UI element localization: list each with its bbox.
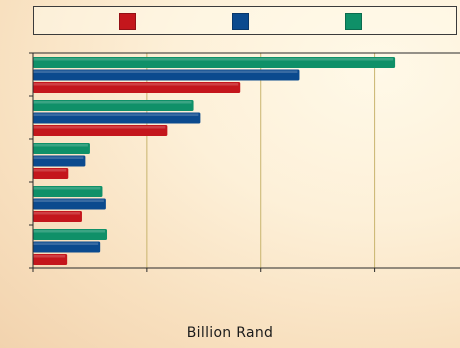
bar-highlight-series-1-category-2 — [33, 126, 166, 129]
legend-swatch-series-3 — [345, 13, 362, 30]
bar-highlight-series-2-category-3 — [33, 156, 84, 159]
bar-highlight-series-2-category-2 — [33, 113, 199, 116]
bar-series-3-category-4 — [33, 186, 103, 197]
bar-highlight-series-1-category-3 — [33, 169, 67, 172]
bar-highlight-series-1-category-4 — [33, 212, 80, 215]
bar-series-2-category-1 — [33, 69, 300, 81]
bar-highlight-series-3-category-5 — [33, 230, 106, 233]
bar-highlight-series-1-category-5 — [33, 255, 66, 258]
bar-series-1-category-3 — [33, 168, 69, 179]
bar-series-3-category-2 — [33, 100, 194, 111]
legend-swatch-series-1 — [119, 13, 136, 30]
bar-highlight-series-3-category-3 — [33, 144, 88, 147]
bar-series-2-category-2 — [33, 112, 201, 124]
bar-series-3-category-3 — [33, 143, 90, 154]
bar-series-2-category-3 — [33, 155, 86, 167]
bar-highlight-series-2-category-4 — [33, 199, 104, 202]
bar-highlight-series-2-category-1 — [33, 70, 298, 73]
bar-highlight-series-3-category-4 — [33, 187, 101, 190]
legend-swatch-series-2 — [232, 13, 249, 30]
bar-series-1-category-1 — [33, 82, 241, 93]
bar-highlight-series-3-category-2 — [33, 101, 192, 104]
legend — [33, 6, 457, 35]
x-axis-title: Billion Rand — [186, 325, 274, 341]
bar-highlight-series-2-category-5 — [33, 242, 99, 245]
bar-series-3-category-5 — [33, 229, 108, 240]
bar-series-3-category-1 — [33, 57, 396, 68]
bar-series-2-category-4 — [33, 198, 106, 210]
bar-series-1-category-4 — [33, 211, 82, 222]
bar-series-1-category-2 — [33, 125, 168, 136]
bar-series-1-category-5 — [33, 254, 68, 265]
bar-highlight-series-1-category-1 — [33, 83, 239, 86]
bar-series-2-category-5 — [33, 241, 101, 253]
bar-highlight-series-3-category-1 — [33, 58, 394, 61]
